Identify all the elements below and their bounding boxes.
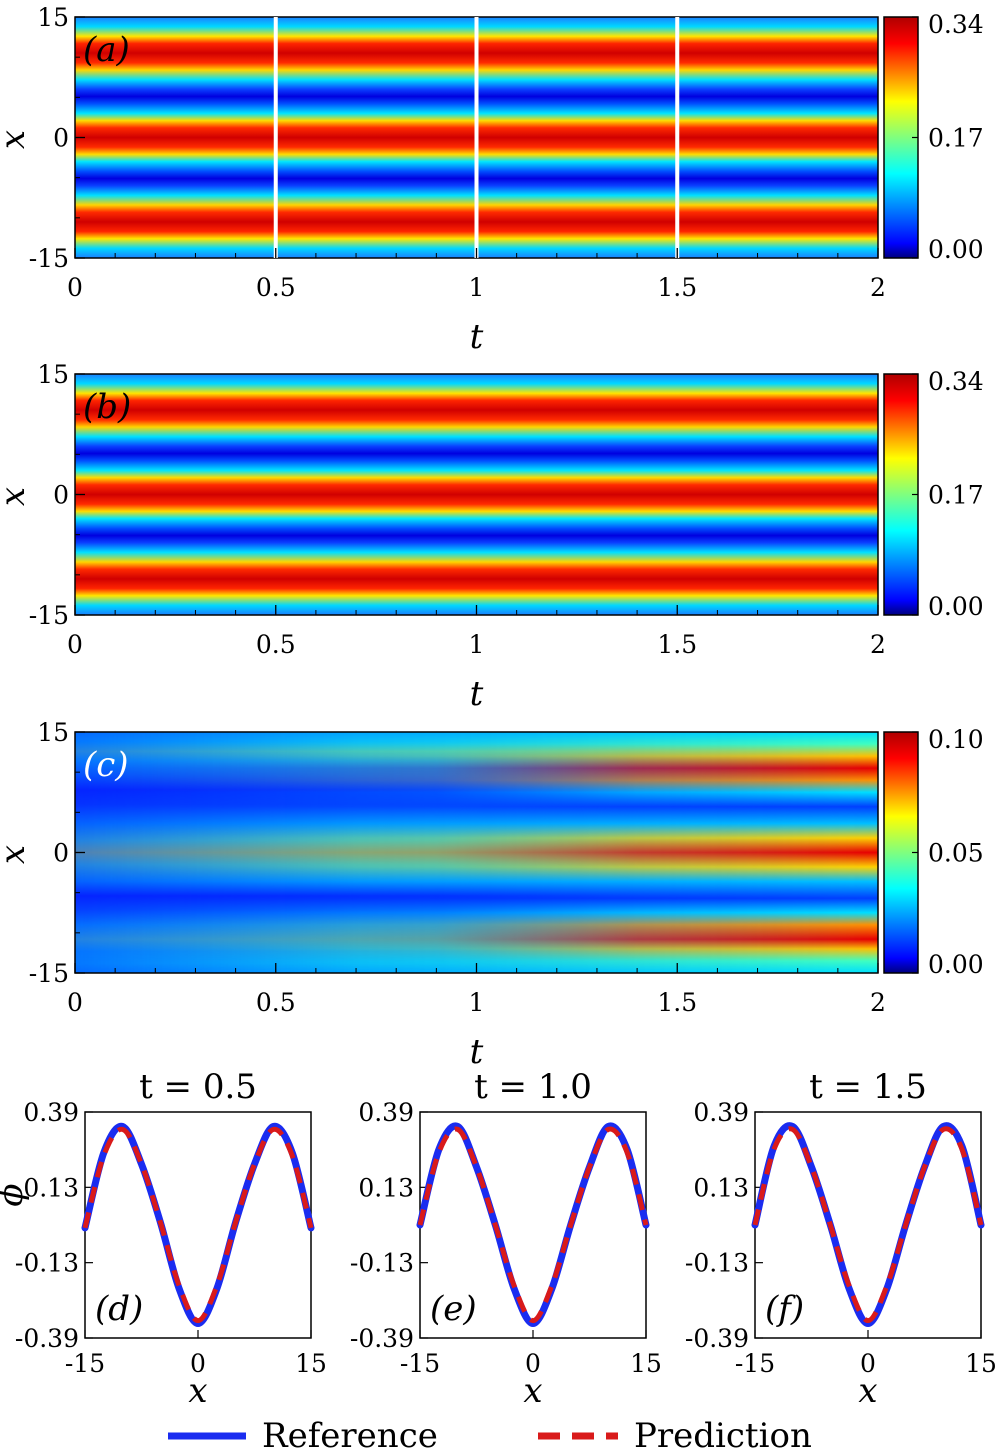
profile-title: t = 1.0 <box>474 1067 592 1107</box>
reference-curve <box>751 1122 985 1328</box>
y-tick-label: 0.13 <box>358 1173 414 1202</box>
y-tick-label: 15 <box>37 360 69 389</box>
profile-title: t = 1.5 <box>809 1067 927 1107</box>
y-tick-label: 0.39 <box>358 1098 414 1127</box>
x-tick-label: 1 <box>469 273 485 302</box>
x-tick-label: 0 <box>860 1349 876 1378</box>
y-tick-label: 0.39 <box>23 1098 79 1127</box>
x-tick-label: 0 <box>67 988 83 1017</box>
x-tick-label: 15 <box>965 1349 997 1378</box>
y-tick-label: -0.13 <box>685 1249 749 1278</box>
x-tick-label: 0.5 <box>256 630 296 659</box>
y-tick-label: -0.13 <box>15 1249 79 1278</box>
colorbar-tick-label: 0.17 <box>928 481 984 510</box>
colorbar-tick-label: 0.05 <box>928 839 984 868</box>
reference-curve <box>416 1122 650 1328</box>
x-axis-label: x <box>523 1371 542 1411</box>
colorbar-tick-label: 0.34 <box>928 367 984 396</box>
x-tick-label: 2 <box>870 988 886 1017</box>
y-tick-label: 0 <box>53 124 69 153</box>
y-axis-label: x <box>0 487 33 506</box>
x-axis-label: t <box>470 317 484 357</box>
profile-panel-d: t = 0.5 -15 0 15 0.39 0.13 -0.13 -0.39 x ϕ (d) <box>0 1067 327 1411</box>
x-tick-label: 15 <box>295 1349 327 1378</box>
y-tick-label: 15 <box>37 718 69 747</box>
profile-frame <box>754 1111 982 1339</box>
x-tick-label: -15 <box>400 1349 440 1378</box>
prediction-curve <box>82 1126 314 1324</box>
y-tick-label: 0.39 <box>693 1098 749 1127</box>
colorbar-tick-label: 0.34 <box>928 10 984 39</box>
y-tick-label: -0.39 <box>15 1324 79 1353</box>
x-tick-label: 0 <box>525 1349 541 1378</box>
x-tick-label: 0 <box>67 273 83 302</box>
x-tick-label: -15 <box>735 1349 775 1378</box>
x-axis-label: x <box>858 1371 877 1411</box>
legend-prediction-label: Prediction <box>634 1416 812 1451</box>
panel-label: (d) <box>95 1289 143 1329</box>
y-tick-label: -0.39 <box>685 1324 749 1353</box>
x-tick-label: 0.5 <box>256 273 296 302</box>
prediction-curve <box>417 1126 649 1324</box>
y-tick-label: 0.13 <box>23 1173 79 1202</box>
x-tick-label: 15 <box>630 1349 662 1378</box>
x-axis-label: t <box>470 1032 484 1072</box>
panel-label: (c) <box>83 745 129 785</box>
x-tick-label: 2 <box>870 273 886 302</box>
colorbar-tick-label: 0.17 <box>928 124 984 153</box>
y-axis-label: x <box>0 845 33 864</box>
x-tick-label: 0 <box>190 1349 206 1378</box>
colorbar-tick-label: 0.00 <box>928 950 984 979</box>
y-tick-label: 15 <box>37 3 69 32</box>
colorbar-tick-label: 0.00 <box>928 235 984 264</box>
y-tick-label: 0 <box>53 839 69 868</box>
y-tick-label: 0.13 <box>693 1173 749 1202</box>
x-tick-label: 1.5 <box>657 273 697 302</box>
heatmap-field <box>75 374 878 615</box>
x-axis-label: x <box>188 1371 207 1411</box>
legend-reference-label: Reference <box>262 1416 438 1451</box>
legend: Reference Prediction <box>168 1416 812 1451</box>
heatmap-early-low <box>75 732 878 973</box>
y-axis-label: x <box>0 130 33 149</box>
x-axis-label: t <box>470 674 484 714</box>
profile-panel-e: t = 1.0 -15 0 15 0.39 0.13 -0.13 -0.39 x (e) <box>350 1067 662 1411</box>
panel-label: (f) <box>765 1289 804 1329</box>
profile-frame <box>84 1111 312 1339</box>
panel-label: (a) <box>83 30 130 70</box>
x-tick-label: 2 <box>870 630 886 659</box>
prediction-curve <box>752 1126 984 1324</box>
y-tick-label: -15 <box>29 244 69 273</box>
colorbar-tick-label: 0.00 <box>928 592 984 621</box>
y-axis-label: ϕ <box>0 1183 31 1206</box>
profile-panel-f: t = 1.5 -15 0 15 0.39 0.13 -0.13 -0.39 x (f) <box>685 1067 997 1411</box>
y-tick-label: -0.13 <box>350 1249 414 1278</box>
y-tick-label: -15 <box>29 959 69 988</box>
x-tick-label: -15 <box>65 1349 105 1378</box>
x-tick-label: 0.5 <box>256 988 296 1017</box>
y-tick-label: -15 <box>29 601 69 630</box>
profile-title: t = 0.5 <box>139 1067 257 1107</box>
reference-curve <box>81 1122 315 1328</box>
colorbar-tick-label: 0.10 <box>928 725 984 754</box>
panel-label: (e) <box>430 1289 477 1329</box>
y-tick-label: -0.39 <box>350 1324 414 1353</box>
x-tick-label: 1 <box>469 630 485 659</box>
x-tick-label: 1.5 <box>657 630 697 659</box>
panel-label: (b) <box>83 387 131 427</box>
profile-frame <box>419 1111 647 1339</box>
x-tick-label: 1 <box>469 988 485 1017</box>
y-tick-label: 0 <box>53 481 69 510</box>
x-tick-label: 1.5 <box>657 988 697 1017</box>
x-tick-label: 0 <box>67 630 83 659</box>
